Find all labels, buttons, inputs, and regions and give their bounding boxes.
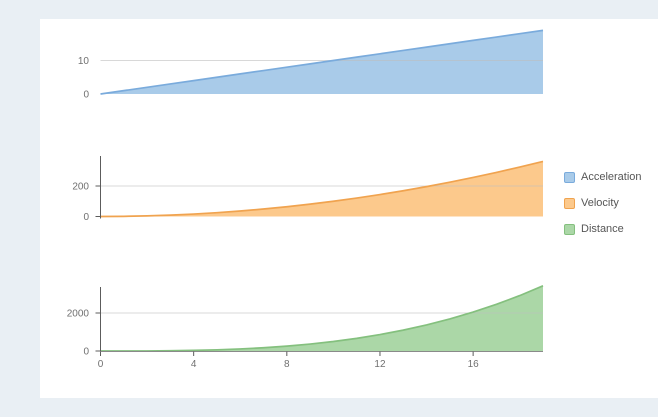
xtick-label: 12 (374, 359, 386, 370)
xtick-label: 4 (191, 359, 197, 370)
velocity-ytick-label: 200 (72, 182, 89, 193)
acceleration-swatch-icon (564, 171, 575, 183)
xtick-label: 0 (98, 359, 104, 370)
legend-label-distance: Distance (581, 223, 624, 235)
acceleration-ytick-label: 10 (78, 56, 90, 67)
legend-item-velocity[interactable]: Velocity (564, 197, 658, 209)
chart-legend: Acceleration Velocity Distance (564, 171, 658, 249)
distance-ytick-label: 2000 (67, 309, 90, 320)
distance-swatch-icon (564, 223, 575, 235)
xtick-label: 16 (468, 359, 480, 370)
distance-chart: 0 2000 0 4 8 12 16 (67, 285, 544, 370)
acceleration-chart: 0 10 (78, 29, 544, 101)
legend-item-distance[interactable]: Distance (564, 223, 658, 235)
xtick-label: 8 (284, 359, 290, 370)
legend-label-velocity: Velocity (581, 197, 619, 209)
velocity-ytick-label: 0 (83, 212, 89, 223)
acceleration-ytick-label: 0 (83, 90, 89, 101)
legend-label-acceleration: Acceleration (581, 171, 642, 183)
distance-ytick-label: 0 (83, 347, 89, 358)
legend-item-acceleration[interactable]: Acceleration (564, 171, 658, 183)
velocity-swatch-icon (564, 197, 575, 209)
velocity-chart: 0 200 (72, 156, 544, 223)
